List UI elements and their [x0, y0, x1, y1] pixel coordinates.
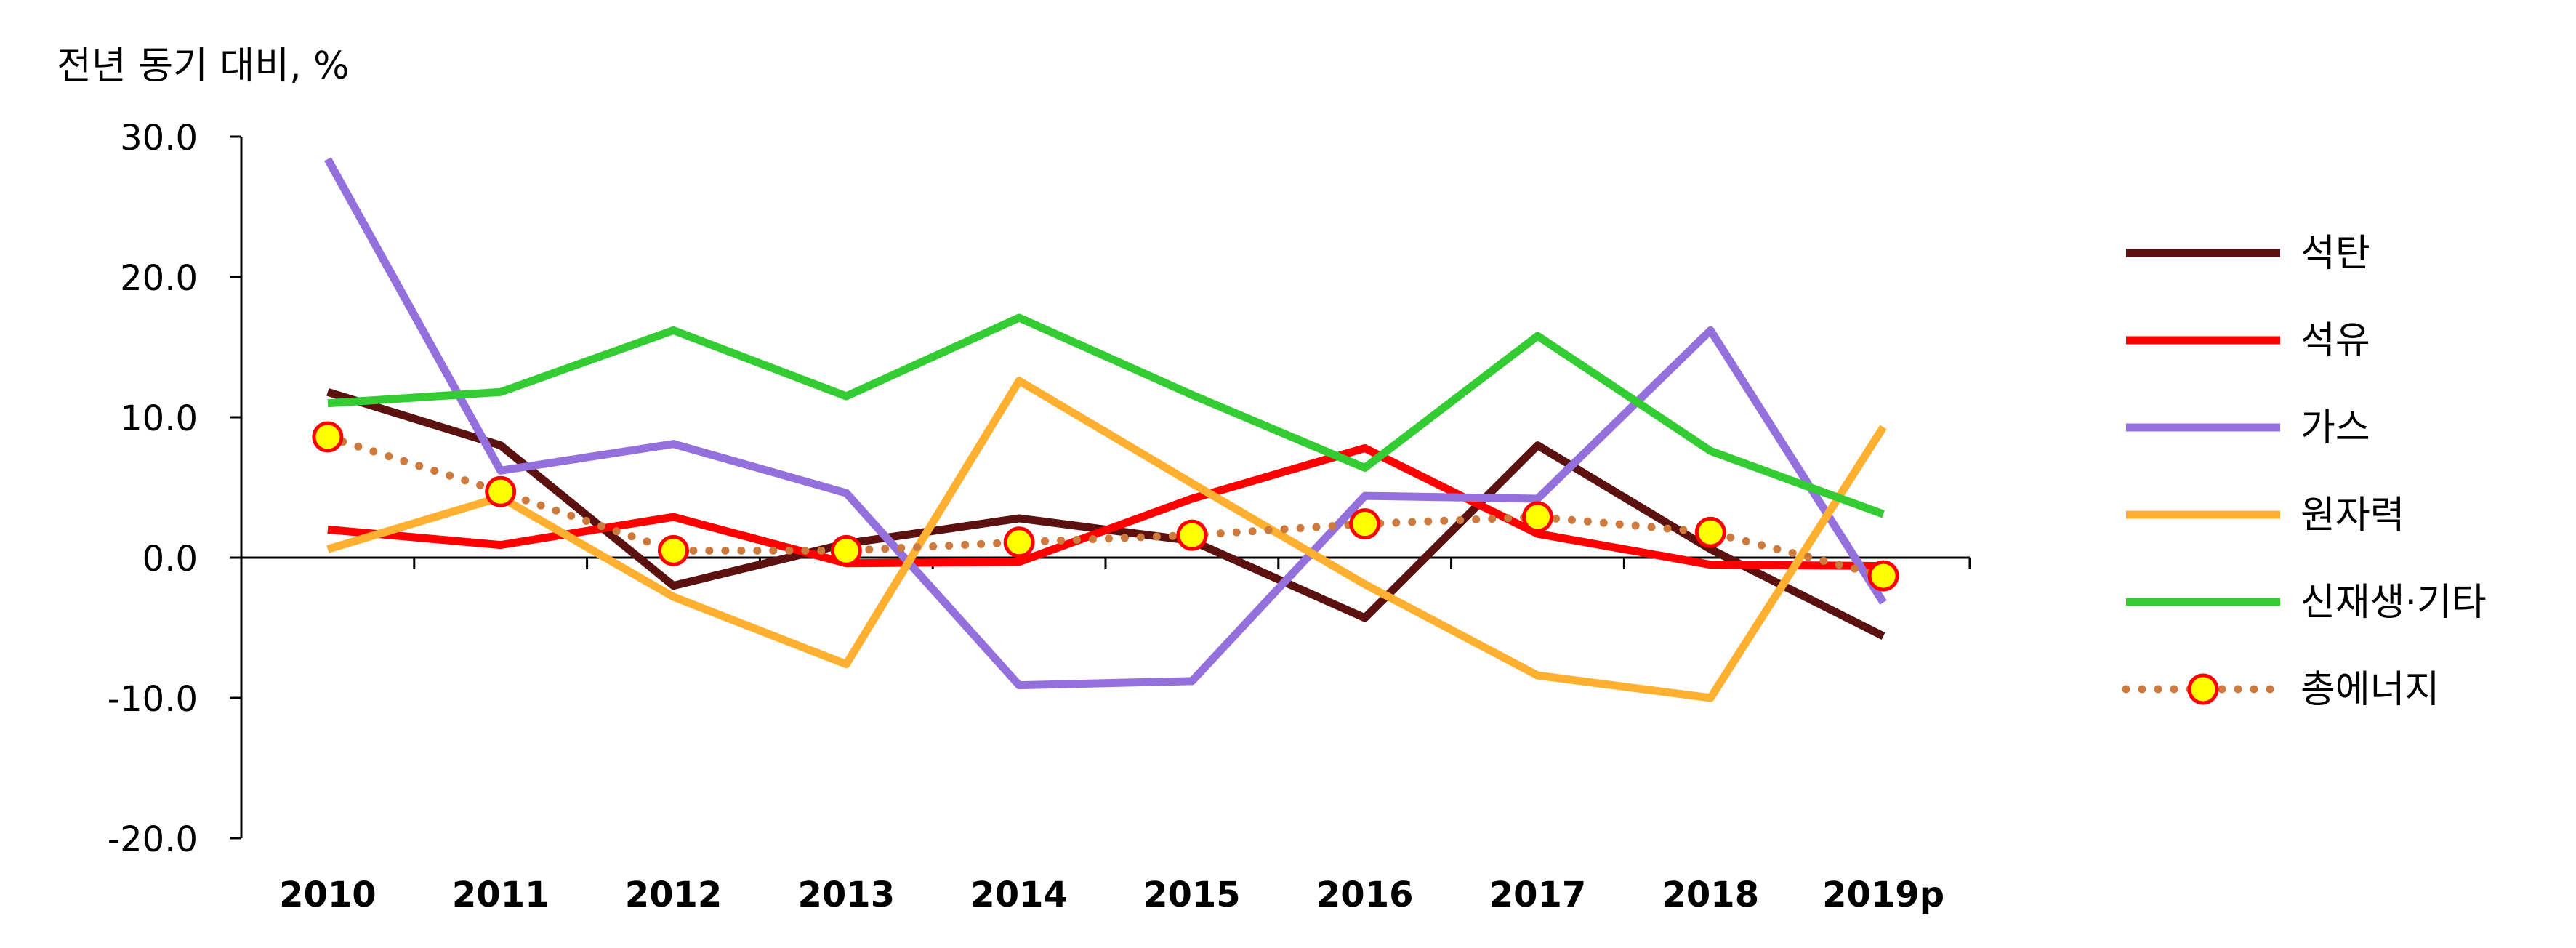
x-tick-label: 2010 — [279, 875, 377, 915]
y-tick-label: -20.0 — [108, 819, 198, 860]
y-tick-label: 30.0 — [120, 118, 198, 158]
legend-label: 원자력 — [2301, 494, 2405, 537]
y-axis-label: 전년 동기 대비, % — [57, 44, 350, 88]
series-point — [1003, 526, 1035, 558]
legend-label: 석탄 — [2301, 232, 2370, 276]
series-point — [1522, 501, 1553, 533]
series-line-가스 — [324, 157, 1887, 690]
series-point — [1176, 519, 1208, 551]
x-tick-label: 2016 — [1316, 875, 1414, 915]
series-point — [830, 534, 862, 566]
x-tick-label: 2013 — [798, 875, 895, 915]
x-tick-label: 2017 — [1489, 875, 1587, 915]
series-point — [312, 421, 344, 453]
x-tick-label: 2018 — [1662, 875, 1760, 915]
series-point — [658, 534, 689, 566]
legend-label: 가스 — [2301, 406, 2370, 450]
x-tick-label: 2012 — [625, 875, 723, 915]
y-tick-label: 10.0 — [120, 398, 198, 439]
legend-marker — [2187, 673, 2219, 705]
series-line-신재생·기타 — [327, 313, 1885, 518]
x-tick-label: 2019p — [1822, 875, 1944, 915]
legend-label: 신재생·기타 — [2301, 581, 2487, 624]
series-line-석유 — [327, 443, 1884, 571]
series-line-총에너지 — [323, 433, 1888, 580]
legend-label: 석유 — [2301, 319, 2370, 363]
x-tick-label: 2015 — [1143, 875, 1241, 915]
y-tick-label: -10.0 — [108, 679, 198, 720]
y-tick-label: 20.0 — [120, 258, 198, 299]
series-point — [485, 475, 517, 507]
series-point — [1867, 560, 1899, 592]
series-point — [1349, 508, 1381, 540]
x-tick-label: 2014 — [970, 875, 1068, 915]
y-tick-label: 0.0 — [142, 539, 198, 579]
series-line-원자력 — [326, 377, 1887, 702]
legend-label: 총에너지 — [2301, 668, 2439, 712]
x-tick-label: 2011 — [452, 875, 550, 915]
series-point — [1694, 516, 1726, 548]
